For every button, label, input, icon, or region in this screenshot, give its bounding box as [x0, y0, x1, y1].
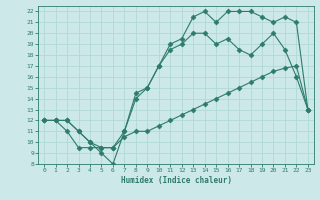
- X-axis label: Humidex (Indice chaleur): Humidex (Indice chaleur): [121, 176, 231, 185]
